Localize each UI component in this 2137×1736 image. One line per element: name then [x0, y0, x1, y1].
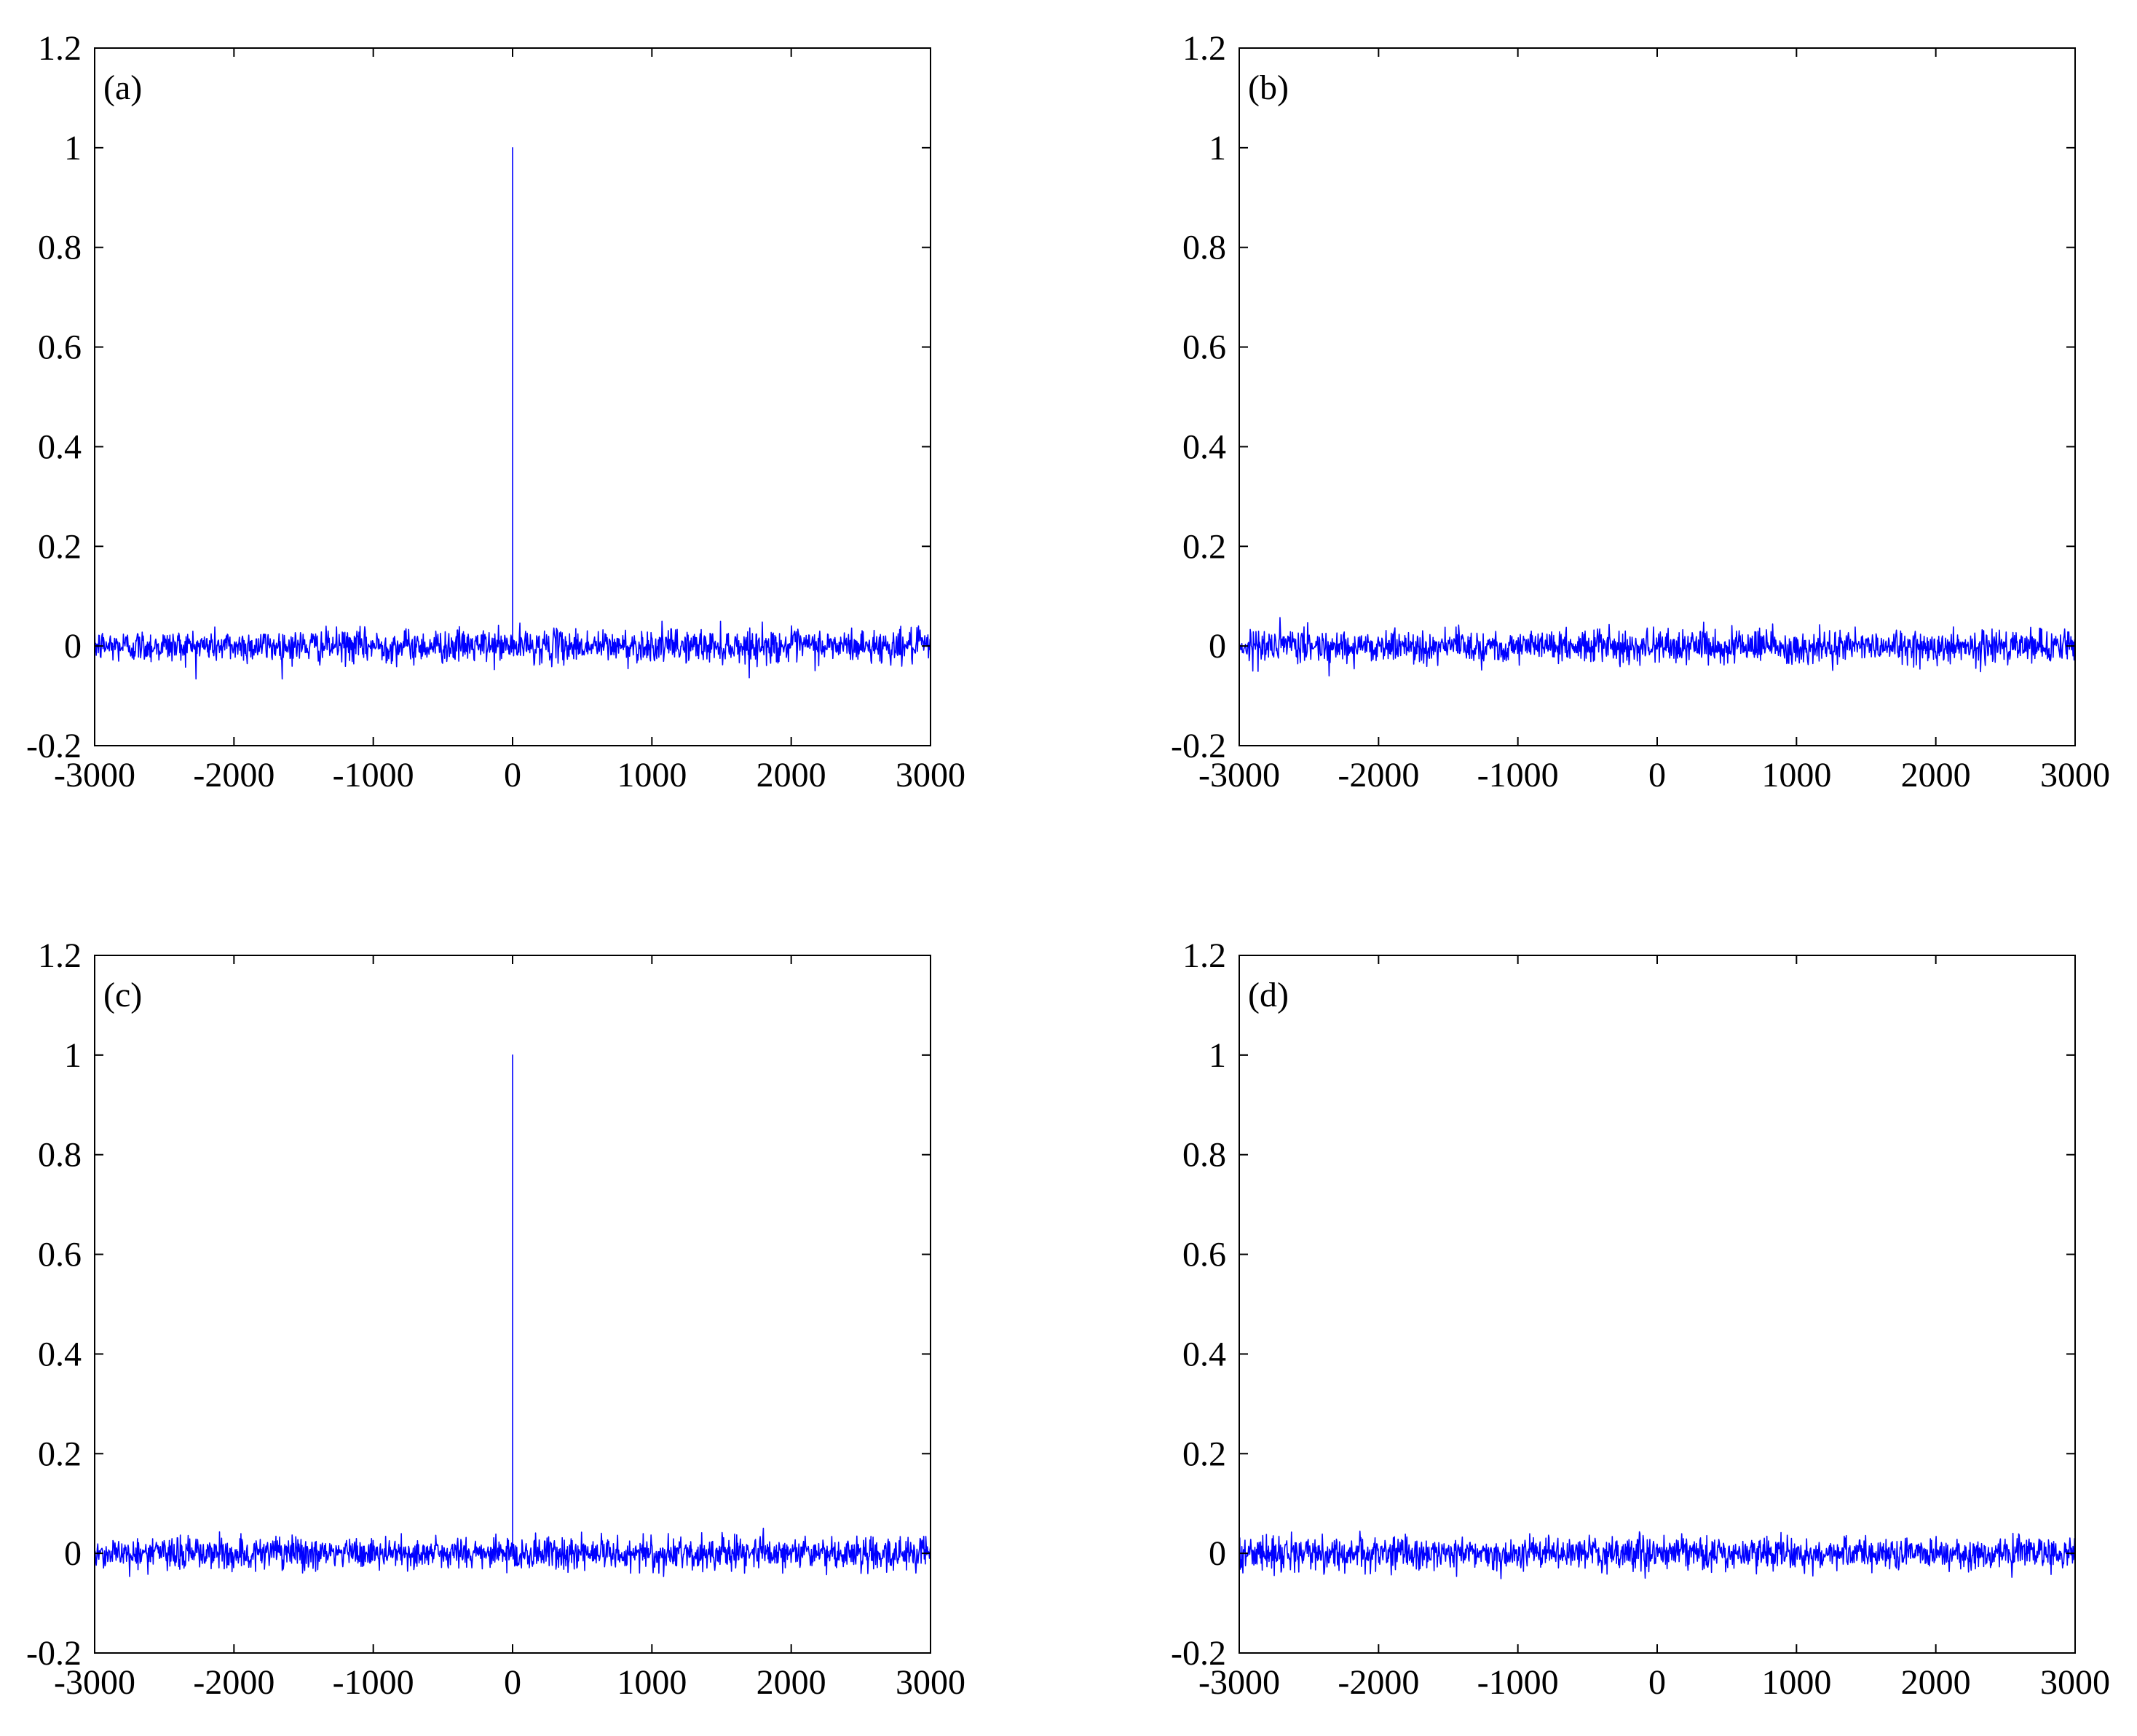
panel-c: -3000 -2000 -1000 0 1000 2000 3000 -0.2 0 0.2 0.4 0… [26, 936, 965, 1702]
x-tick-label: 2000 [1901, 756, 1971, 794]
x-tick-label: -1000 [333, 756, 414, 794]
panel-label: (b) [1248, 68, 1289, 107]
x-tick-label: -2000 [193, 756, 274, 794]
panel-label: (c) [103, 976, 142, 1014]
y-tick-label: 1.2 [38, 29, 82, 68]
panel-d: -3000 -2000 -1000 0 1000 2000 3000 -0.2 0 0.2 0.4 0… [1171, 936, 2110, 1702]
y-tick-label: 0.8 [1182, 229, 1226, 267]
y-tick-label: -0.2 [1171, 1634, 1226, 1673]
y-tick-label: 1 [1209, 129, 1226, 167]
y-tick-label: 0.2 [1182, 527, 1226, 566]
y-tick-label: 0.4 [1182, 1335, 1226, 1373]
y-tick-label: 0.6 [38, 1236, 82, 1274]
y-tick-label: -0.2 [26, 727, 82, 765]
y-tick-label: 1 [64, 129, 82, 167]
x-tick-label: 1000 [1761, 756, 1831, 794]
y-tick-label: 0.6 [1182, 1236, 1226, 1274]
x-tick-label: 0 [504, 1663, 521, 1702]
y-tick-label: 1 [64, 1036, 82, 1075]
y-tick-label: 0.2 [38, 1435, 82, 1473]
series-line-0 [1239, 617, 2075, 676]
series-line-0 [95, 147, 931, 680]
x-tick-label: 1000 [617, 756, 687, 794]
y-tick-label: 0 [1209, 1534, 1226, 1573]
x-tick-label: -1000 [1477, 756, 1559, 794]
x-tick-label: 2000 [1901, 1663, 1971, 1702]
x-tick-label: 1000 [617, 1663, 687, 1702]
x-tick-label: 0 [504, 756, 521, 794]
y-tick-label: -0.2 [26, 1634, 82, 1673]
x-tick-label: -2000 [1338, 1663, 1419, 1702]
y-tick-label: 0.2 [38, 527, 82, 566]
x-tick-label: -1000 [333, 1663, 414, 1702]
x-tick-label: 2000 [757, 1663, 826, 1702]
y-tick-label: 1.2 [1182, 29, 1226, 68]
x-tick-label: 3000 [2040, 756, 2110, 794]
x-tick-label: 1000 [1761, 1663, 1831, 1702]
y-tick-label: 0.6 [1182, 328, 1226, 367]
y-tick-label: 0.8 [1182, 1136, 1226, 1175]
y-tick-label: 0.4 [1182, 427, 1226, 466]
x-tick-label: -2000 [193, 1663, 274, 1702]
x-tick-label: -1000 [1477, 1663, 1559, 1702]
y-tick-label: 0 [1209, 627, 1226, 666]
panel-label: (a) [103, 68, 142, 107]
y-tick-label: 0 [64, 627, 82, 666]
y-tick-label: 0.8 [38, 1136, 82, 1175]
y-tick-label: 1.2 [38, 936, 82, 975]
x-tick-label: 3000 [896, 756, 965, 794]
panel-label: (d) [1248, 976, 1289, 1014]
x-tick-label: 3000 [896, 1663, 965, 1702]
y-tick-label: 1.2 [1182, 936, 1226, 975]
series-line-0 [95, 1054, 931, 1577]
y-tick-label: 0.4 [38, 427, 82, 466]
x-tick-label: -3000 [1198, 1663, 1280, 1702]
y-tick-label: 0.4 [38, 1335, 82, 1373]
x-tick-label: 3000 [2040, 1663, 2110, 1702]
x-tick-label: -3000 [54, 1663, 135, 1702]
x-tick-label: 2000 [757, 756, 826, 794]
x-tick-label: -2000 [1338, 756, 1419, 794]
y-tick-label: 1 [1209, 1036, 1226, 1075]
x-tick-label: -3000 [1198, 756, 1280, 794]
y-tick-label: 0 [64, 1534, 82, 1573]
y-tick-label: -0.2 [1171, 727, 1226, 765]
series-line-0 [1239, 1530, 2075, 1579]
y-tick-label: 0.2 [1182, 1435, 1226, 1473]
y-tick-label: 0.6 [38, 328, 82, 367]
x-tick-label: 0 [1648, 1663, 1666, 1702]
x-tick-label: 0 [1648, 756, 1666, 794]
x-tick-label: -3000 [54, 756, 135, 794]
panel-a: -3000 -2000 -1000 0 1000 2000 3000 -0.2 0 0.2 0.4 0… [26, 29, 965, 794]
y-tick-label: 0.8 [38, 229, 82, 267]
panel-b: -3000 -2000 -1000 0 1000 2000 3000 -0.2 0 0.2 0.4 0… [1171, 29, 2110, 794]
